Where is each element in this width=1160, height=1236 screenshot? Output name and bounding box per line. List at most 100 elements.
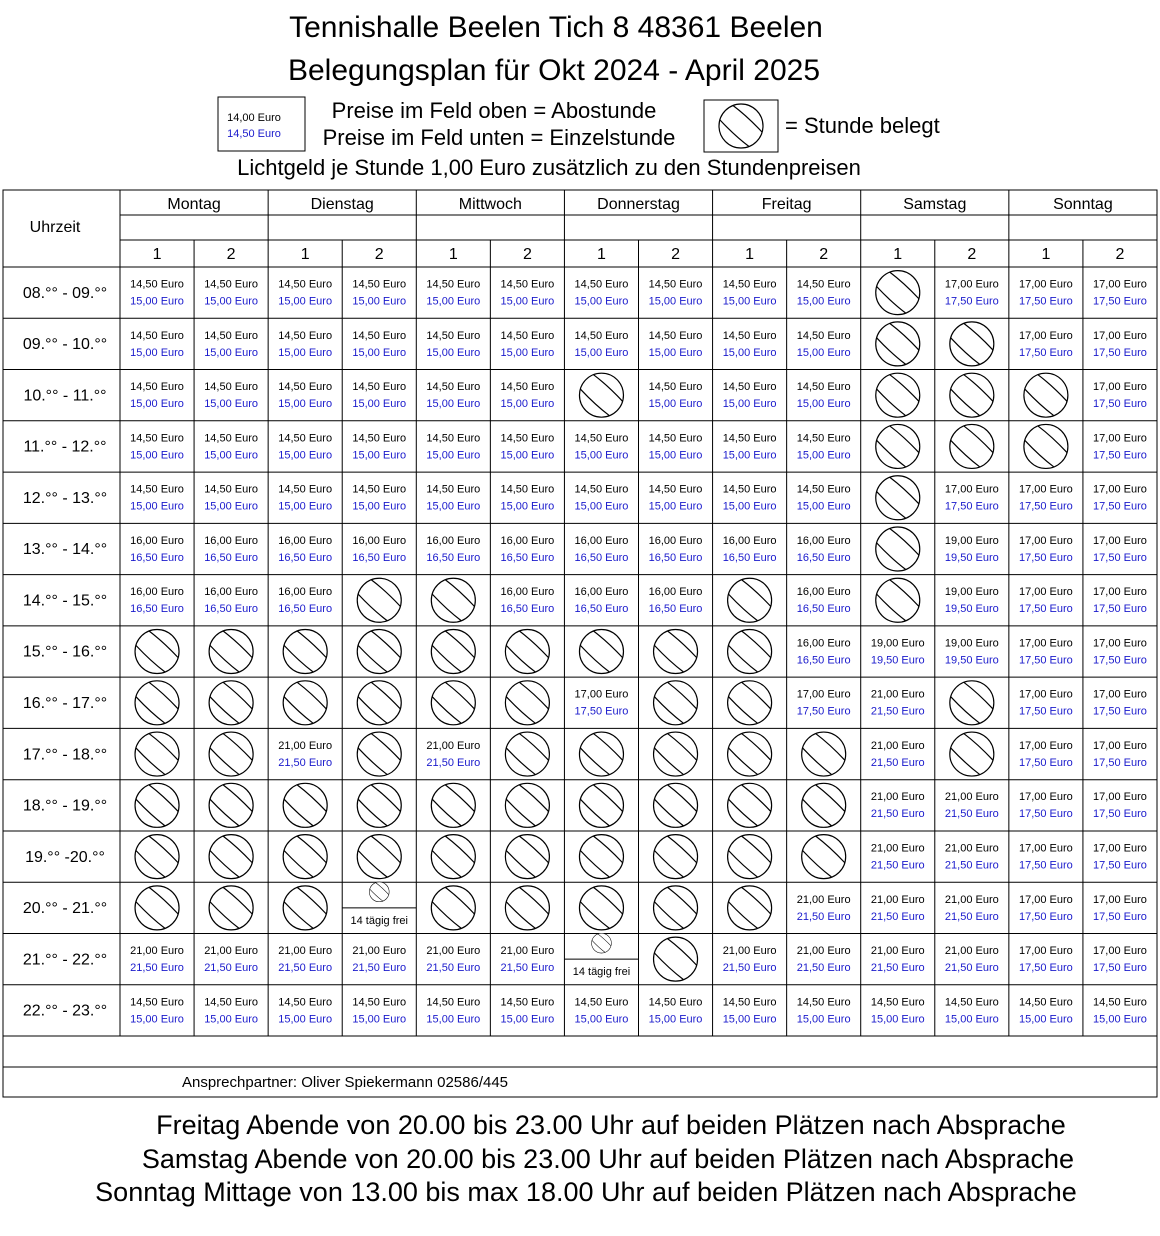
price-subscription: 16,00 Euro (278, 535, 332, 547)
price-single: 15,00 Euro (500, 296, 554, 308)
price-subscription: 14,50 Euro (723, 279, 777, 291)
booked-ball (949, 423, 995, 470)
price-single: 16,50 Euro (649, 552, 703, 564)
price-subscription: 14,50 Euro (278, 996, 332, 1008)
booked-ball (652, 885, 699, 931)
court-number: 2 (1116, 246, 1125, 263)
price-single: 15,00 Euro (352, 1013, 406, 1025)
price-single: 17,50 Euro (1093, 552, 1147, 564)
booked-ball (208, 731, 254, 777)
price-single: 21,50 Euro (130, 962, 184, 974)
price-subscription: 14,50 Euro (575, 330, 629, 342)
price-single: 17,50 Euro (1019, 962, 1073, 974)
booked-ball (652, 628, 699, 675)
booked-ball (578, 834, 625, 880)
booked-ball (727, 731, 773, 777)
booked-ball (727, 577, 773, 623)
price-single: 15,00 Euro (352, 449, 406, 461)
price-single: 15,00 Euro (649, 347, 703, 359)
booked-ball (356, 680, 402, 726)
price-single: 21,50 Euro (871, 808, 925, 820)
price-single: 16,50 Euro (500, 603, 554, 615)
price-subscription: 17,00 Euro (1093, 791, 1147, 803)
price-subscription: 14,50 Euro (649, 330, 703, 342)
price-subscription: 21,00 Euro (797, 894, 851, 906)
price-subscription: 14,50 Euro (797, 381, 851, 393)
time-label: 19.°° -20.°° (25, 849, 105, 866)
price-single: 15,00 Euro (1093, 1013, 1147, 1025)
price-subscription: 14,50 Euro (797, 996, 851, 1008)
price-subscription: 14,50 Euro (500, 330, 554, 342)
price-single: 17,50 Euro (1019, 860, 1073, 872)
price-single: 15,00 Euro (1019, 1013, 1073, 1025)
booked-ball (875, 475, 921, 521)
booked-ball (875, 577, 921, 623)
booked-ball (356, 577, 402, 623)
price-subscription: 14,50 Euro (649, 279, 703, 291)
booked-ball (356, 731, 402, 777)
booked-ball (727, 885, 773, 931)
price-single: 21,50 Euro (945, 911, 999, 923)
price-single: 15,00 Euro (278, 1013, 332, 1025)
time-label: 17.°° - 18.°° (23, 746, 107, 763)
price-subscription: 21,00 Euro (204, 945, 258, 957)
price-single: 19,50 Euro (945, 654, 999, 666)
booked-ball (208, 628, 254, 675)
court-number: 1 (597, 246, 606, 263)
booked-ball (652, 834, 699, 880)
price-subscription: 14,50 Euro (204, 381, 258, 393)
price-single: 17,50 Euro (945, 501, 999, 513)
price-subscription: 21,00 Euro (352, 945, 406, 957)
price-subscription: 14,50 Euro (130, 432, 184, 444)
price-single: 17,50 Euro (1093, 962, 1147, 974)
price-single: 15,00 Euro (797, 501, 851, 513)
price-single: 16,50 Euro (130, 603, 184, 615)
price-subscription: 17,00 Euro (1019, 535, 1073, 547)
legend-price-top: 14,00 Euro (227, 112, 281, 124)
booked-ball (578, 731, 625, 777)
price-subscription: 17,00 Euro (1093, 535, 1147, 547)
price-subscription: 21,00 Euro (871, 791, 925, 803)
booked-ball (578, 782, 625, 828)
day-header: Montag (167, 196, 220, 213)
price-subscription: 17,00 Euro (1093, 381, 1147, 393)
subtitle: Belegungsplan für Okt 2024 - April 2025 (288, 54, 820, 87)
price-subscription: 14,50 Euro (1093, 996, 1147, 1008)
title: Tennishalle Beelen Tich 8 48361 Beelen (289, 11, 823, 44)
price-single: 16,50 Euro (426, 552, 480, 564)
price-subscription: 14,50 Euro (500, 279, 554, 291)
booked-ball (504, 782, 550, 828)
price-subscription: 16,00 Euro (649, 535, 703, 547)
price-subscription: 14,50 Euro (352, 432, 406, 444)
price-single: 17,50 Euro (1093, 654, 1147, 666)
price-single: 15,00 Euro (871, 1013, 925, 1025)
price-single: 16,50 Euro (797, 603, 851, 615)
price-single: 21,50 Euro (204, 962, 258, 974)
price-single: 15,00 Euro (500, 1013, 554, 1025)
booked-ball (134, 731, 180, 777)
price-subscription: 14,50 Euro (204, 279, 258, 291)
price-single: 16,50 Euro (649, 603, 703, 615)
price-subscription: 17,00 Euro (945, 279, 999, 291)
price-subscription: 17,00 Euro (1019, 740, 1073, 752)
price-subscription: 17,00 Euro (945, 484, 999, 496)
booked-ball (430, 628, 476, 675)
price-single: 17,50 Euro (1093, 449, 1147, 461)
price-subscription: 14,50 Euro (500, 484, 554, 496)
booked-ball (356, 628, 402, 675)
price-subscription: 14,50 Euro (649, 996, 703, 1008)
booked-ball (134, 628, 180, 675)
price-single: 16,50 Euro (130, 552, 184, 564)
price-subscription: 14,50 Euro (871, 996, 925, 1008)
price-subscription: 17,00 Euro (1093, 740, 1147, 752)
price-subscription: 14,50 Euro (278, 330, 332, 342)
price-subscription: 21,00 Euro (945, 843, 999, 855)
legend-line: Preise im Feld unten = Einzelstunde (323, 125, 676, 150)
booked-ball (282, 680, 328, 726)
price-single: 17,50 Euro (1019, 552, 1073, 564)
price-subscription: 21,00 Euro (426, 945, 480, 957)
price-single: 15,00 Euro (649, 501, 703, 513)
price-subscription: 14,50 Euro (500, 996, 554, 1008)
price-subscription: 21,00 Euro (945, 894, 999, 906)
booked-ball (282, 782, 328, 828)
